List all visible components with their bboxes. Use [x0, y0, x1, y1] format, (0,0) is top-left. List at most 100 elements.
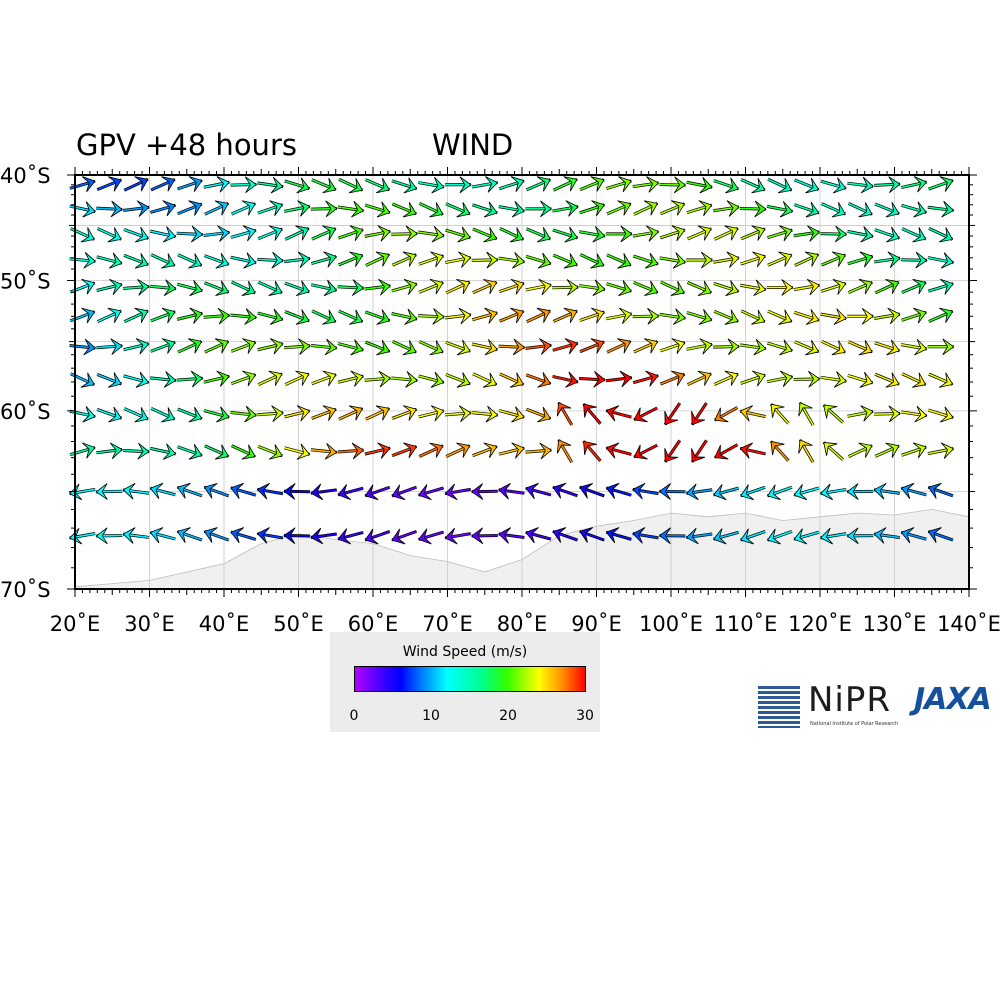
wind-arrow	[417, 484, 445, 501]
wind-arrow	[632, 482, 659, 500]
wind-arrow	[418, 442, 444, 458]
lat-tick-label: 40˚S	[0, 164, 51, 188]
wind-arrow	[525, 338, 552, 355]
wind-arrow	[471, 483, 498, 500]
wind-arrow	[582, 440, 602, 462]
wind-arrow	[311, 309, 337, 325]
wind-arrow	[740, 370, 766, 387]
wind-arrow	[96, 442, 123, 460]
wind-arrow	[552, 371, 579, 388]
wind-arrow	[766, 279, 794, 296]
wind-arrow	[605, 176, 632, 193]
wind-arrow	[713, 177, 740, 194]
wind-arrow	[552, 253, 578, 269]
nipr-logo-text: NiPR	[808, 680, 892, 720]
wind-arrow	[150, 307, 176, 324]
wind-arrow	[605, 307, 633, 325]
wind-arrow	[766, 201, 794, 218]
nipr-emblem-icon	[758, 686, 800, 728]
wind-arrow	[579, 307, 605, 324]
wind-arrow	[820, 225, 848, 243]
wind-arrow	[739, 338, 767, 356]
wind-arrow	[740, 251, 766, 268]
wind-arrow	[257, 200, 284, 216]
wind-arrow	[766, 225, 793, 242]
wind-arrow	[177, 200, 203, 216]
wind-arrow	[311, 405, 337, 421]
wind-arrow	[445, 226, 472, 243]
lon-tick-label: 120˚E	[788, 612, 852, 636]
wind-arrow	[310, 483, 337, 501]
wind-arrow	[525, 372, 552, 388]
wind-arrow	[391, 442, 418, 459]
wind-arrow	[739, 442, 766, 459]
wind-arrow	[471, 307, 498, 324]
colorbar-tick-30: 30	[576, 708, 594, 724]
wind-arrow	[310, 443, 338, 460]
wind-arrow	[123, 338, 150, 355]
wind-arrow	[203, 406, 230, 423]
wind-arrow	[874, 372, 900, 388]
wind-arrow	[659, 308, 687, 325]
wind-arrow	[552, 482, 578, 499]
wind-arrow	[633, 443, 658, 460]
wind-arrow	[712, 528, 740, 545]
wind-arrow	[472, 278, 498, 295]
wind-arrow	[633, 406, 658, 423]
wind-arrow	[847, 442, 873, 458]
wind-arrow	[471, 201, 498, 218]
wind-arrow	[498, 406, 525, 423]
wind-arrow	[337, 200, 365, 218]
wind-arrow	[793, 309, 820, 325]
wind-arrow	[445, 339, 471, 356]
wind-arrow	[391, 251, 417, 267]
wind-arrow	[740, 484, 766, 501]
wind-arrow	[311, 225, 337, 241]
wind-arrow	[444, 251, 472, 268]
wind-arrow	[256, 527, 284, 544]
wind-arrow	[740, 309, 766, 325]
wind-arrow	[338, 251, 364, 267]
wind-arrow	[686, 177, 713, 194]
wind-arrow	[445, 372, 471, 388]
wind-arrow	[525, 482, 552, 499]
wind-arrow	[203, 307, 231, 325]
wind-arrow	[767, 309, 793, 325]
wind-arrow	[847, 202, 873, 218]
wind-arrow	[68, 527, 96, 545]
wind-arrow	[873, 251, 901, 268]
wind-arrow	[176, 307, 204, 324]
wind-arrow	[900, 176, 928, 193]
wind-arrow	[230, 405, 257, 423]
wind-arrow	[498, 338, 526, 356]
wind-arrow	[418, 405, 445, 422]
wind-arrow	[605, 527, 632, 544]
wind-arrow	[177, 406, 203, 423]
wind-arrow	[659, 338, 686, 354]
wind-arrow	[739, 279, 767, 297]
wind-arrow	[364, 339, 391, 356]
wind-arrow	[472, 227, 498, 243]
wind-arrow	[847, 405, 874, 422]
wind-arrow	[284, 309, 310, 325]
wind-arrow	[606, 200, 632, 216]
wind-arrow	[311, 177, 337, 194]
wind-arrow	[556, 439, 574, 464]
wind-arrow	[793, 528, 820, 545]
wind-arrow	[230, 370, 257, 387]
wind-arrow	[69, 406, 96, 423]
wind-arrow	[283, 483, 311, 500]
wind-arrow	[310, 279, 338, 297]
wind-arrow	[579, 527, 605, 543]
wind-arrow	[284, 370, 310, 386]
wind-arrow	[471, 405, 499, 423]
wind-arrow	[873, 307, 901, 325]
wind-arrow	[364, 528, 391, 545]
wind-arrow	[337, 339, 364, 356]
wind-arrow	[230, 200, 256, 216]
wind-arrow	[418, 225, 445, 243]
wind-arrow	[471, 339, 499, 356]
wind-arrow	[900, 251, 928, 269]
wind-arrow	[123, 407, 149, 423]
